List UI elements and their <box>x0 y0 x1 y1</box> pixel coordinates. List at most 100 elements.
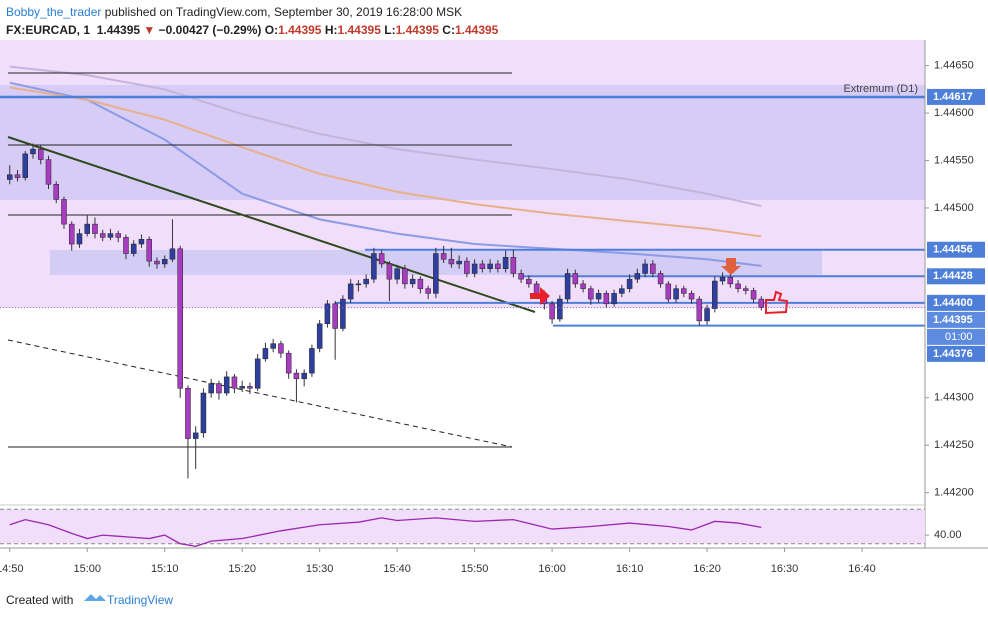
candle-body <box>154 260 160 265</box>
candle-body <box>626 278 633 289</box>
candle-body <box>750 290 757 300</box>
arrow-right <box>530 287 550 305</box>
resistance-zone <box>0 85 925 200</box>
candle-body <box>169 248 176 260</box>
arrow: ▼ <box>143 23 156 37</box>
candle-body <box>487 263 493 269</box>
candle-body <box>208 383 214 394</box>
candle-body <box>293 372 300 380</box>
candle-body <box>53 183 59 200</box>
candle-body <box>316 323 323 349</box>
y-tick-label: 1.44650 <box>934 60 974 72</box>
candle-body <box>564 273 571 300</box>
countdown-label: 01:00 <box>945 331 973 343</box>
candle-body <box>712 280 718 309</box>
x-tick-label: 15:30 <box>306 563 334 575</box>
candle-body <box>549 303 555 320</box>
candle-body <box>526 278 532 285</box>
price-badge <box>927 241 985 258</box>
candle-body <box>471 263 478 274</box>
candle-body <box>324 303 331 324</box>
candle-body <box>340 298 346 329</box>
x-tick-label: 16:20 <box>693 563 721 575</box>
footer-brand[interactable]: TradingView <box>107 593 173 607</box>
candle-body <box>378 253 385 265</box>
y-tick-label: 1.44250 <box>934 439 974 451</box>
x-tick-label: 15:20 <box>228 563 256 575</box>
price: 1.44395 <box>96 23 141 37</box>
candle-body <box>285 352 292 374</box>
y-tick-label: 1.44300 <box>934 392 974 404</box>
candle-body <box>177 248 183 389</box>
moving-average <box>9 65 762 208</box>
y-tick-label: 1.44500 <box>934 202 974 214</box>
x-tick-label: 15:50 <box>461 563 489 575</box>
countdown-badge <box>927 328 985 345</box>
candle-body <box>138 239 145 245</box>
c-label: C: <box>442 23 455 37</box>
candle-body <box>161 258 168 265</box>
candle-body <box>611 293 617 305</box>
candle-body <box>533 283 540 294</box>
moving-averages <box>9 65 762 267</box>
candle-body <box>386 263 393 280</box>
o: 1.44395 <box>278 23 322 37</box>
candle-body <box>130 243 137 254</box>
candle-body <box>495 263 501 269</box>
candle-body <box>619 288 625 294</box>
candle-body <box>347 283 354 300</box>
candle-body <box>14 174 21 178</box>
symbol: FX:EURCAD, 1 <box>6 23 91 37</box>
candle-body <box>146 239 152 262</box>
o-label: O: <box>264 23 279 37</box>
x-tick-label: 15:10 <box>151 563 179 575</box>
published: published on TradingView.com, September … <box>104 5 463 19</box>
author[interactable]: Bobby_the_trader <box>6 5 102 19</box>
x-tick-label: 16:30 <box>771 563 799 575</box>
candle-body <box>409 278 416 285</box>
trend-line-dashed <box>7 339 513 448</box>
candle-body <box>301 372 307 380</box>
candle-body <box>502 257 509 269</box>
candle-body <box>580 283 586 289</box>
candle-body <box>92 223 98 234</box>
price-badge <box>927 294 985 311</box>
candle-body <box>448 258 455 265</box>
candle-body <box>642 263 648 274</box>
candle-body <box>479 263 486 269</box>
candle-body <box>254 358 261 389</box>
candle-body <box>603 293 610 305</box>
candle-body <box>247 386 253 389</box>
l: 1.44395 <box>395 23 439 37</box>
candle-body <box>309 348 315 374</box>
candle-body <box>223 376 230 394</box>
candle-body <box>231 376 238 389</box>
header-line-2: FX:EURCAD, 1 1.44395 ▼ −0.00427 (−0.29%)… <box>6 23 498 37</box>
candle-body <box>6 174 13 180</box>
rsi-band <box>0 509 925 544</box>
candle-body <box>433 253 439 294</box>
candle-body <box>456 260 462 265</box>
candle-body <box>440 253 447 260</box>
x-tick-label: 16:10 <box>616 563 644 575</box>
rsi-line <box>9 517 762 547</box>
hand-icon <box>765 290 789 315</box>
candle-body <box>192 432 199 439</box>
x-tick-label: 14:50 <box>0 563 24 575</box>
candle-body <box>278 343 284 354</box>
l-label: L: <box>384 23 396 37</box>
price-badge <box>927 88 985 105</box>
candle-body <box>185 388 191 439</box>
candle-body <box>595 293 602 300</box>
candle-body <box>270 343 276 349</box>
candle-body <box>665 283 672 300</box>
candle-body <box>22 153 28 178</box>
price-badge-label: 1.44456 <box>933 244 973 256</box>
candle-body <box>510 257 517 274</box>
candle-body <box>634 273 641 280</box>
candle-body <box>107 233 114 238</box>
candle-body <box>681 288 687 294</box>
header-line-1: Bobby_the_trader published on TradingVie… <box>6 5 462 19</box>
